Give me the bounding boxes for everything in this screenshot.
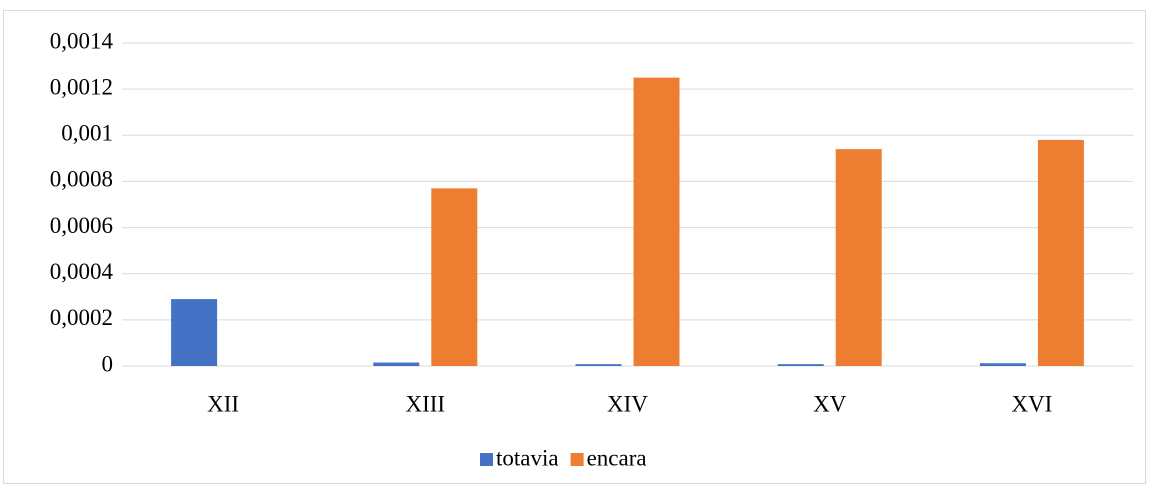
y-tick-label: 0,0006: [50, 213, 113, 238]
chart-border: [3, 10, 1146, 484]
legend-swatch: [480, 453, 493, 466]
x-tick-label: XIV: [607, 391, 648, 416]
x-tick-label: XIII: [406, 391, 446, 416]
y-tick-label: 0,001: [61, 121, 113, 146]
bar: [835, 149, 882, 366]
y-tick-label: 0,0004: [50, 259, 114, 284]
x-tick-label: XV: [813, 391, 847, 416]
x-tick-label: XVI: [1011, 391, 1052, 416]
bar: [171, 299, 218, 366]
legend-label: totavia: [496, 445, 559, 470]
x-tick-label: XII: [207, 391, 239, 416]
y-tick-label: 0: [102, 351, 114, 376]
y-tick-label: 0,0014: [50, 28, 114, 53]
bar: [1037, 139, 1084, 366]
legend-swatch: [570, 453, 584, 466]
bar: [777, 364, 824, 366]
bar: [575, 364, 622, 366]
y-tick-label: 0,0008: [50, 167, 113, 192]
y-tick-label: 0,0002: [50, 305, 113, 330]
bar: [373, 362, 420, 366]
y-tick-label: 0,0012: [50, 74, 113, 99]
bar: [979, 363, 1026, 366]
legend-label: encara: [587, 445, 647, 470]
bar: [431, 188, 478, 366]
bar: [633, 77, 680, 366]
